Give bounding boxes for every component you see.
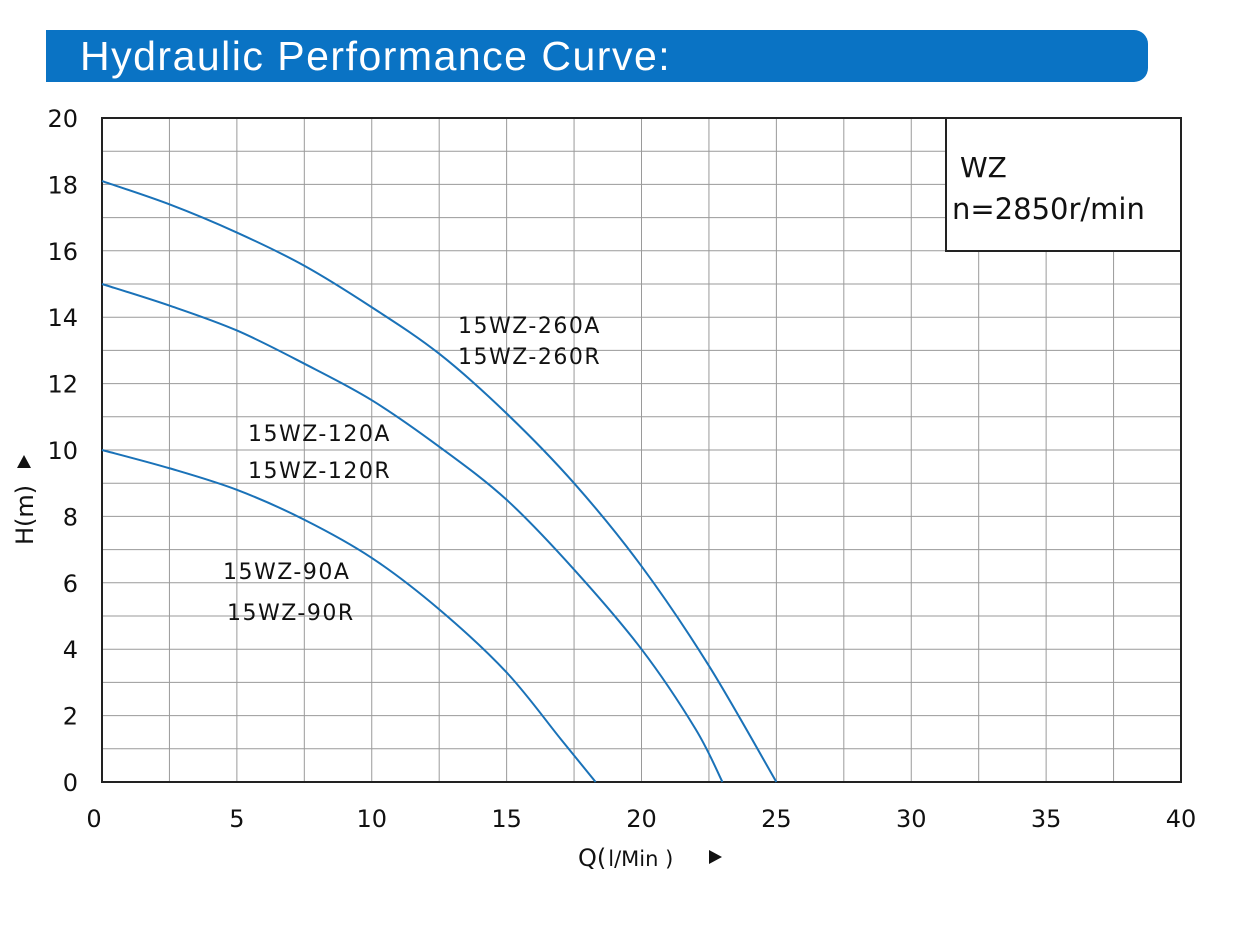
info-box-model: WZ [960,151,1007,184]
y-tick-label: 4 [63,636,78,664]
y-tick-labels: 0 2 4 6 8 10 12 14 16 18 20 [47,105,78,797]
curve-label: 15WZ-90R [227,601,355,626]
x-tick-label: 30 [896,805,927,833]
y-tick-label: 0 [63,769,78,797]
y-axis-title: H(m) [11,485,39,545]
y-tick-label: 2 [63,703,78,731]
x-tick-label: 15 [491,805,522,833]
curve-group [101,180,778,783]
y-tick-label: 8 [63,503,78,531]
y-axis-arrow-icon [17,455,31,468]
y-tick-label: 18 [47,171,78,199]
y-tick-label: 6 [63,570,78,598]
curve-label: 15WZ-260R [458,345,601,370]
curve-label: 15WZ-260A [458,314,601,339]
y-tick-label: 20 [47,105,78,133]
x-tick-label: 35 [1031,805,1062,833]
performance-curve [101,180,778,783]
performance-curve [101,283,724,783]
x-tick-label: 0 [86,805,101,833]
curve-label: 15WZ-90A [223,560,350,585]
y-tick-label: 12 [47,371,78,399]
curve-labels: 15WZ-260A 15WZ-260R 15WZ-120A 15WZ-120R 15WZ… [223,314,601,626]
page-title: Hydraulic Performance Curve: [80,33,672,79]
y-tick-label: 16 [47,238,78,266]
x-axis-arrow-icon [709,850,722,864]
header-banner: Hydraulic Performance Curve: [46,30,1148,82]
curve-label: 15WZ-120A [248,422,391,447]
x-axis-title: Q(l/Min ) [578,844,673,872]
performance-curve [101,449,597,783]
x-tick-labels: 0 5 10 15 20 25 30 35 40 [86,805,1196,833]
y-tick-label: 10 [47,437,78,465]
info-box-speed: n=2850r/min [952,192,1145,226]
x-tick-label: 5 [229,805,244,833]
x-tick-label: 20 [626,805,657,833]
y-tick-label: 14 [47,304,78,332]
info-box [945,117,1182,252]
x-tick-label: 10 [356,805,387,833]
x-tick-label: 25 [761,805,792,833]
x-tick-label: 40 [1166,805,1197,833]
curve-label: 15WZ-120R [248,459,391,484]
